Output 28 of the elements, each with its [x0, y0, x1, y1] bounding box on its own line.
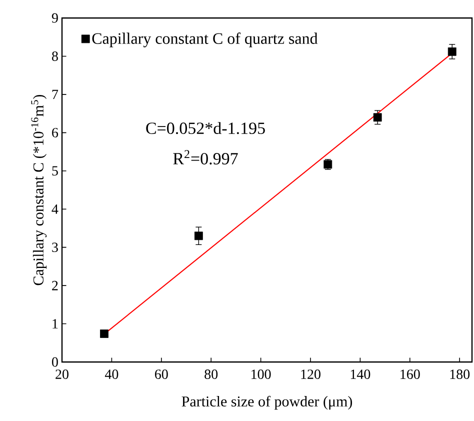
- y-tick-label: 8: [52, 51, 58, 61]
- x-tick-label: 80: [204, 370, 218, 379]
- x-tick-label: 120: [301, 370, 320, 379]
- y-tick-label: 2: [52, 280, 58, 290]
- x-tick-label: 60: [154, 370, 168, 379]
- x-tick-label: 20: [56, 370, 68, 379]
- annotation: R$^{2}$=0.997: [173, 150, 238, 165]
- y-tick-label: 4: [52, 204, 58, 214]
- point: [373, 113, 382, 122]
- x-tick-label: 100: [252, 370, 271, 379]
- point: [100, 330, 108, 338]
- y-tick-label: 9: [52, 13, 58, 23]
- annotation: C=0.052*d-1.195: [146, 122, 265, 134]
- legend-label: Capillary constant C of quartz sand: [92, 32, 318, 48]
- y-tick-label: 6: [52, 128, 58, 138]
- y-tick-label: 0: [52, 357, 58, 367]
- y-tick-label: 5: [52, 166, 58, 176]
- y-tick-label: 7: [52, 90, 58, 100]
- y-axis-title: Capillary constant C (*10$^{-16}$m$^{5}$): [31, 94, 47, 286]
- y-tick-label: 3: [52, 242, 58, 252]
- point: [194, 232, 203, 240]
- y-tick-label: 1: [52, 319, 58, 328]
- x-tick-label: 160: [400, 370, 420, 379]
- x-tick-label: 180: [450, 370, 470, 379]
- x-axis-title: Particle size of powder (μm): [182, 396, 352, 410]
- point: [448, 47, 456, 56]
- x-tick-label: 140: [350, 370, 370, 379]
- x-tick-label: 40: [104, 370, 118, 379]
